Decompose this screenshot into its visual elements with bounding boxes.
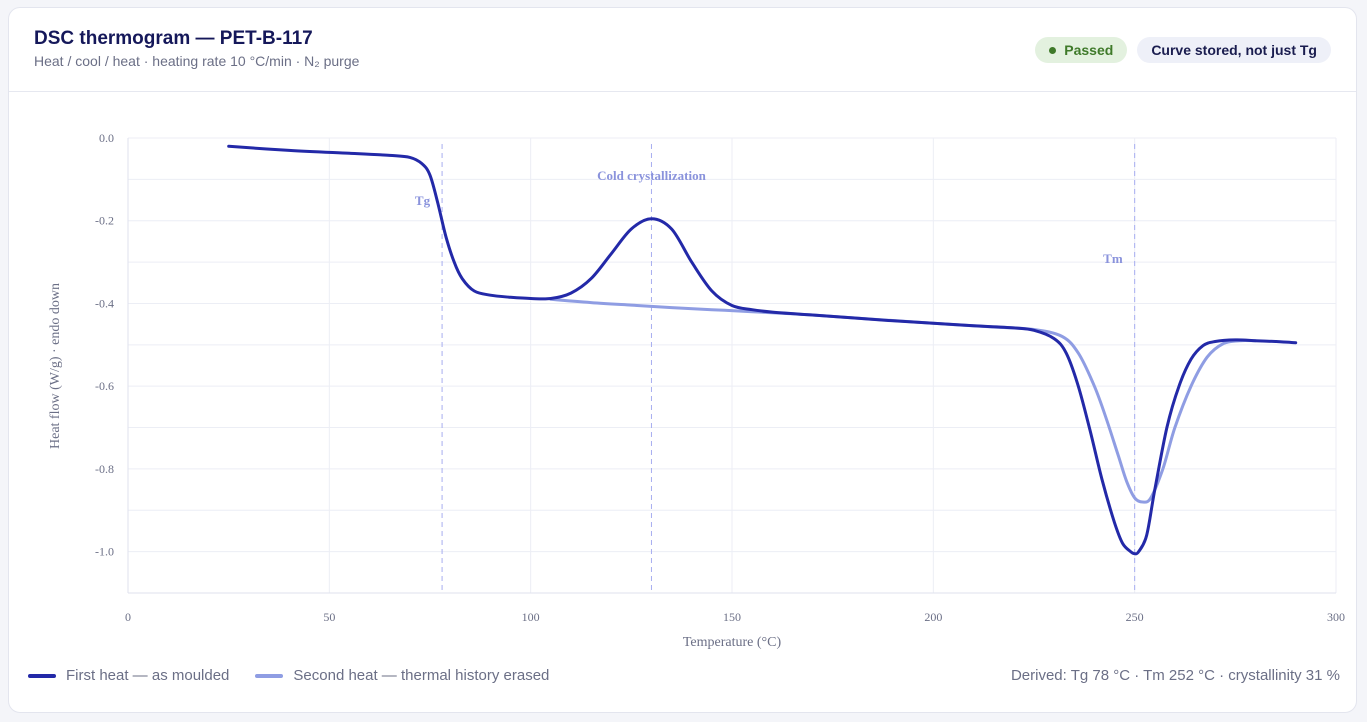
x-tick-label: 150	[723, 610, 741, 624]
chart-title: DSC thermogram — PET-B-117	[34, 28, 313, 49]
x-tick-label: 200	[924, 610, 942, 624]
y-axis-label: Heat flow (W/g) · endo down	[48, 283, 63, 449]
legend-swatch-second-heat	[255, 673, 284, 678]
y-tick-label: -0.4	[95, 296, 114, 310]
x-axis-label: Temperature (°C)	[683, 635, 782, 650]
y-tick-label: 0.0	[99, 131, 114, 145]
x-tick-label: 300	[1327, 610, 1345, 624]
status-dot-icon	[1049, 46, 1057, 54]
card-header: DSC thermogram — PET-B-117 Heat / cool /…	[9, 8, 1356, 92]
event-marker-label: Tg	[415, 193, 431, 208]
x-tick-label: 100	[522, 610, 540, 624]
x-tick-label: 250	[1126, 610, 1144, 624]
y-tick-label: -0.6	[95, 379, 114, 393]
series-first-heat-line	[227, 144, 1298, 556]
legend-label-second-heat: Second heat — thermal history erased	[293, 667, 550, 684]
x-tick-label: 0	[125, 610, 131, 624]
legend-item-second-heat: Second heat — thermal history erased	[255, 667, 549, 684]
chart-grid	[127, 137, 1337, 594]
x-tick-label: 50	[323, 610, 335, 624]
y-tick-label: -0.2	[95, 214, 114, 228]
y-tick-label: -0.8	[95, 462, 114, 476]
axis-ticks: 0 50 100 150 200 250 300 0.0 -0.2 -0.4 -0.6 -0.8 -1.…	[95, 131, 1345, 624]
series-second-heat-line	[549, 297, 1257, 504]
status-badge-label: Passed	[1064, 42, 1114, 58]
y-tick-label: -1.0	[95, 545, 114, 559]
event-marker-label: Cold crystallization	[597, 168, 706, 183]
badge-group: Passed Curve stored, not just Tg	[1035, 37, 1331, 63]
chart-card: DSC thermogram — PET-B-117 Heat / cool /…	[8, 7, 1357, 713]
legend-swatch-first-heat	[28, 673, 56, 678]
chart-legend: First heat — as moulded Second heat — th…	[28, 667, 575, 684]
event-markers: Tg Cold crystallization Tm	[415, 144, 1136, 593]
chart-series	[227, 144, 1298, 556]
legend-item-first-heat: First heat — as moulded	[28, 667, 229, 684]
legend-label-first-heat: First heat — as moulded	[66, 667, 230, 684]
event-marker-label: Tm	[1103, 251, 1123, 266]
status-badge: Passed	[1035, 37, 1128, 63]
derived-values: Derived: Tg 78 °C · Tm 252 °C · crystall…	[1010, 667, 1340, 684]
chart-subtitle: Heat / cool / heat · heating rate 10 °C/…	[34, 53, 360, 69]
note-badge: Curve stored, not just Tg	[1137, 37, 1331, 63]
